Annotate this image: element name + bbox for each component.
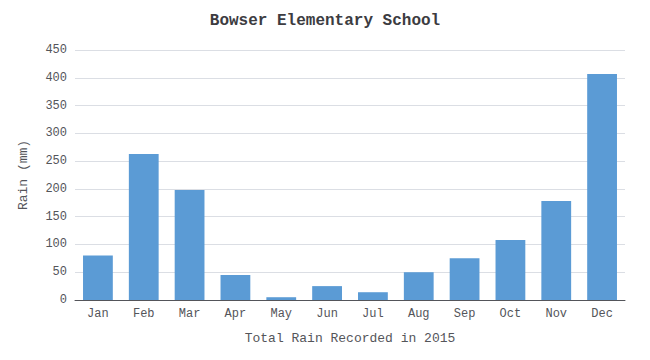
svg-text:May: May [270,307,292,321]
svg-text:0: 0 [60,293,67,307]
svg-text:Feb: Feb [133,307,155,321]
svg-text:50: 50 [53,265,67,279]
svg-text:Total Rain Recorded in 2015: Total Rain Recorded in 2015 [245,331,456,346]
svg-text:Nov: Nov [545,307,567,321]
svg-text:100: 100 [45,237,67,251]
svg-text:Bowser Elementary School: Bowser Elementary School [210,12,440,30]
svg-text:Jun: Jun [316,307,338,321]
svg-text:Mar: Mar [179,307,201,321]
svg-text:450: 450 [45,43,67,57]
svg-text:Oct: Oct [500,307,522,321]
svg-text:350: 350 [45,99,67,113]
svg-text:Aug: Aug [408,307,430,321]
svg-text:Apr: Apr [225,307,247,321]
svg-text:250: 250 [45,154,67,168]
svg-text:Jul: Jul [362,307,384,321]
svg-text:400: 400 [45,71,67,85]
svg-text:150: 150 [45,210,67,224]
svg-text:Rain (mm): Rain (mm) [16,140,31,210]
svg-text:Dec: Dec [591,307,613,321]
svg-text:300: 300 [45,126,67,140]
svg-text:200: 200 [45,182,67,196]
svg-text:Sep: Sep [454,307,476,321]
svg-text:Jan: Jan [87,307,109,321]
